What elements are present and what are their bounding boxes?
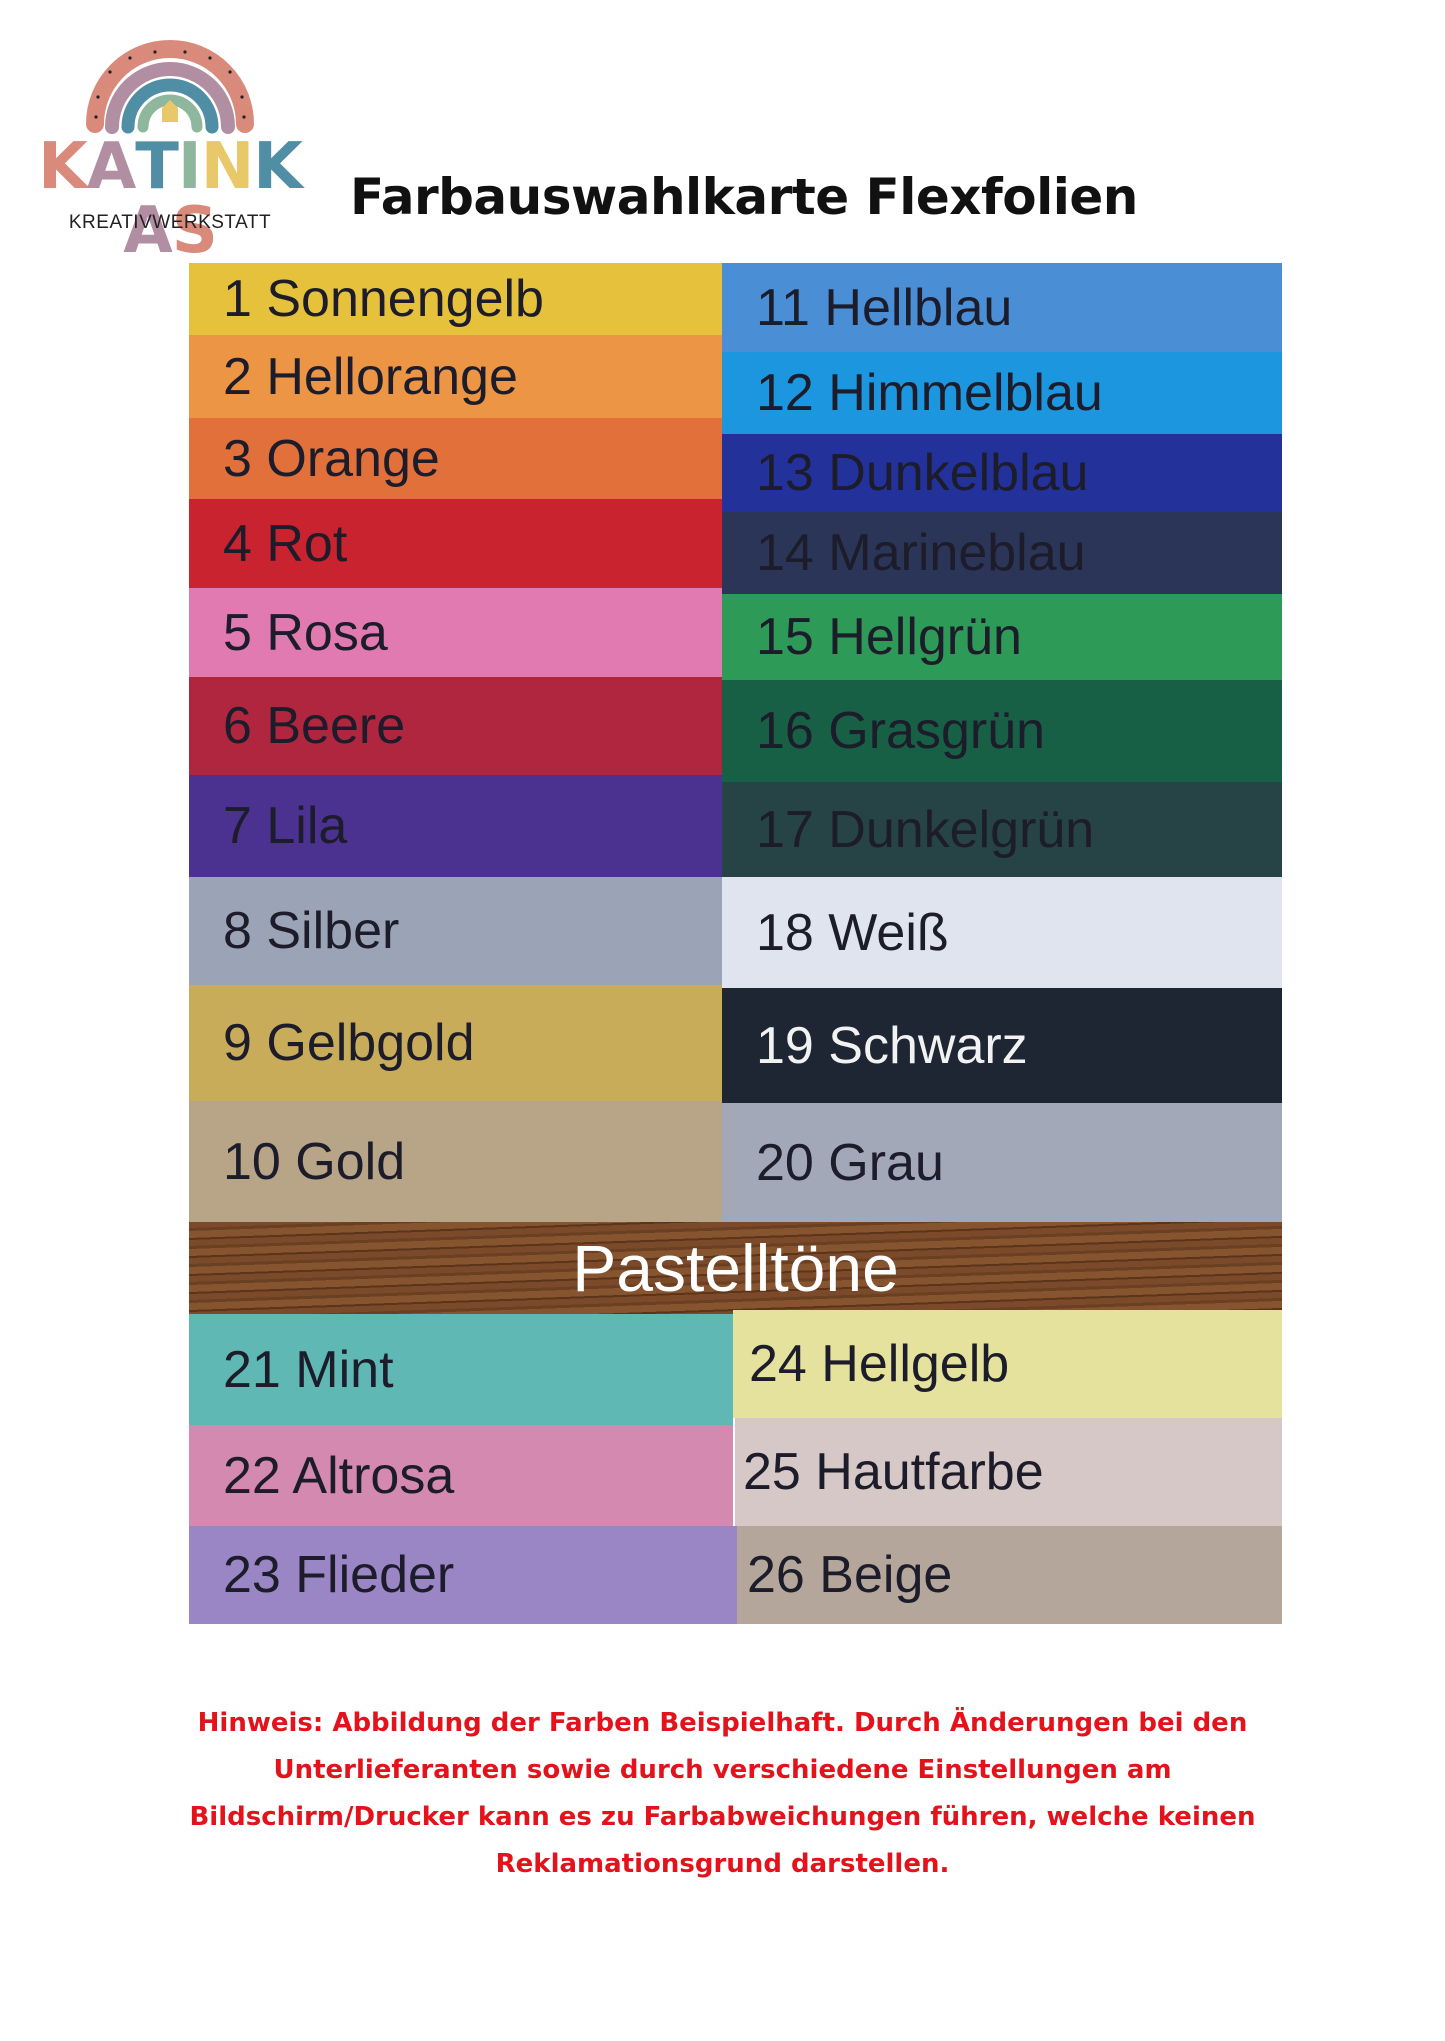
color-swatch: 10 Gold xyxy=(189,1101,722,1222)
pastel-swatch: 26 Beige xyxy=(737,1526,1282,1624)
color-swatch: 3 Orange xyxy=(189,418,722,499)
pastel-swatch: 23 Flieder xyxy=(189,1526,737,1624)
color-swatch: 12 Himmelblau xyxy=(722,352,1282,434)
color-swatch: 8 Silber xyxy=(189,877,722,985)
brand-logo-text: KATINKAS xyxy=(38,130,303,268)
pastel-swatch: 21 Mint xyxy=(189,1314,733,1425)
note-line: Hinweis: Abbildung der Farben Beispielha… xyxy=(197,1708,1248,1738)
color-swatch: 20 Grau xyxy=(722,1103,1282,1222)
rainbow-logo-icon xyxy=(86,40,254,134)
color-swatch: 15 Hellgrün xyxy=(722,594,1282,680)
note-line: Bildschirm/Drucker kann es zu Farbabweic… xyxy=(189,1802,1256,1832)
color-swatch: 13 Dunkelblau xyxy=(722,434,1282,512)
color-swatch: 1 Sonnengelb xyxy=(189,263,722,335)
pastel-swatch: 24 Hellgelb xyxy=(733,1310,1282,1418)
color-swatch: 2 Hellorange xyxy=(189,335,722,418)
color-swatch: 6 Beere xyxy=(189,677,722,775)
pastel-heading: Pastelltöne xyxy=(189,1222,1282,1314)
color-swatch: 9 Gelbgold xyxy=(189,985,722,1101)
page-title: Farbauswahlkarte Flexfolien xyxy=(350,168,1138,226)
color-swatch: 4 Rot xyxy=(189,499,722,588)
color-swatch: 18 Weiß xyxy=(722,877,1282,988)
color-swatch: 14 Marineblau xyxy=(722,512,1282,594)
pastel-swatch: 25 Hautfarbe xyxy=(735,1418,1282,1526)
color-swatch: 16 Grasgrün xyxy=(722,680,1282,782)
disclaimer-note: Hinweis: Abbildung der Farben Beispielha… xyxy=(150,1700,1295,1888)
note-line: Reklamationsgrund darstellen. xyxy=(495,1849,950,1879)
color-swatch: 5 Rosa xyxy=(189,588,722,677)
color-swatch: 7 Lila xyxy=(189,775,722,877)
color-swatch: 19 Schwarz xyxy=(722,988,1282,1103)
brand-subtitle: KREATIVWERKSTATT xyxy=(68,212,272,233)
color-swatch: 11 Hellblau xyxy=(722,263,1282,352)
pastel-swatch: 22 Altrosa xyxy=(189,1425,733,1526)
color-swatch: 17 Dunkelgrün xyxy=(722,782,1282,877)
note-line: Unterlieferanten sowie durch verschieden… xyxy=(273,1755,1172,1785)
